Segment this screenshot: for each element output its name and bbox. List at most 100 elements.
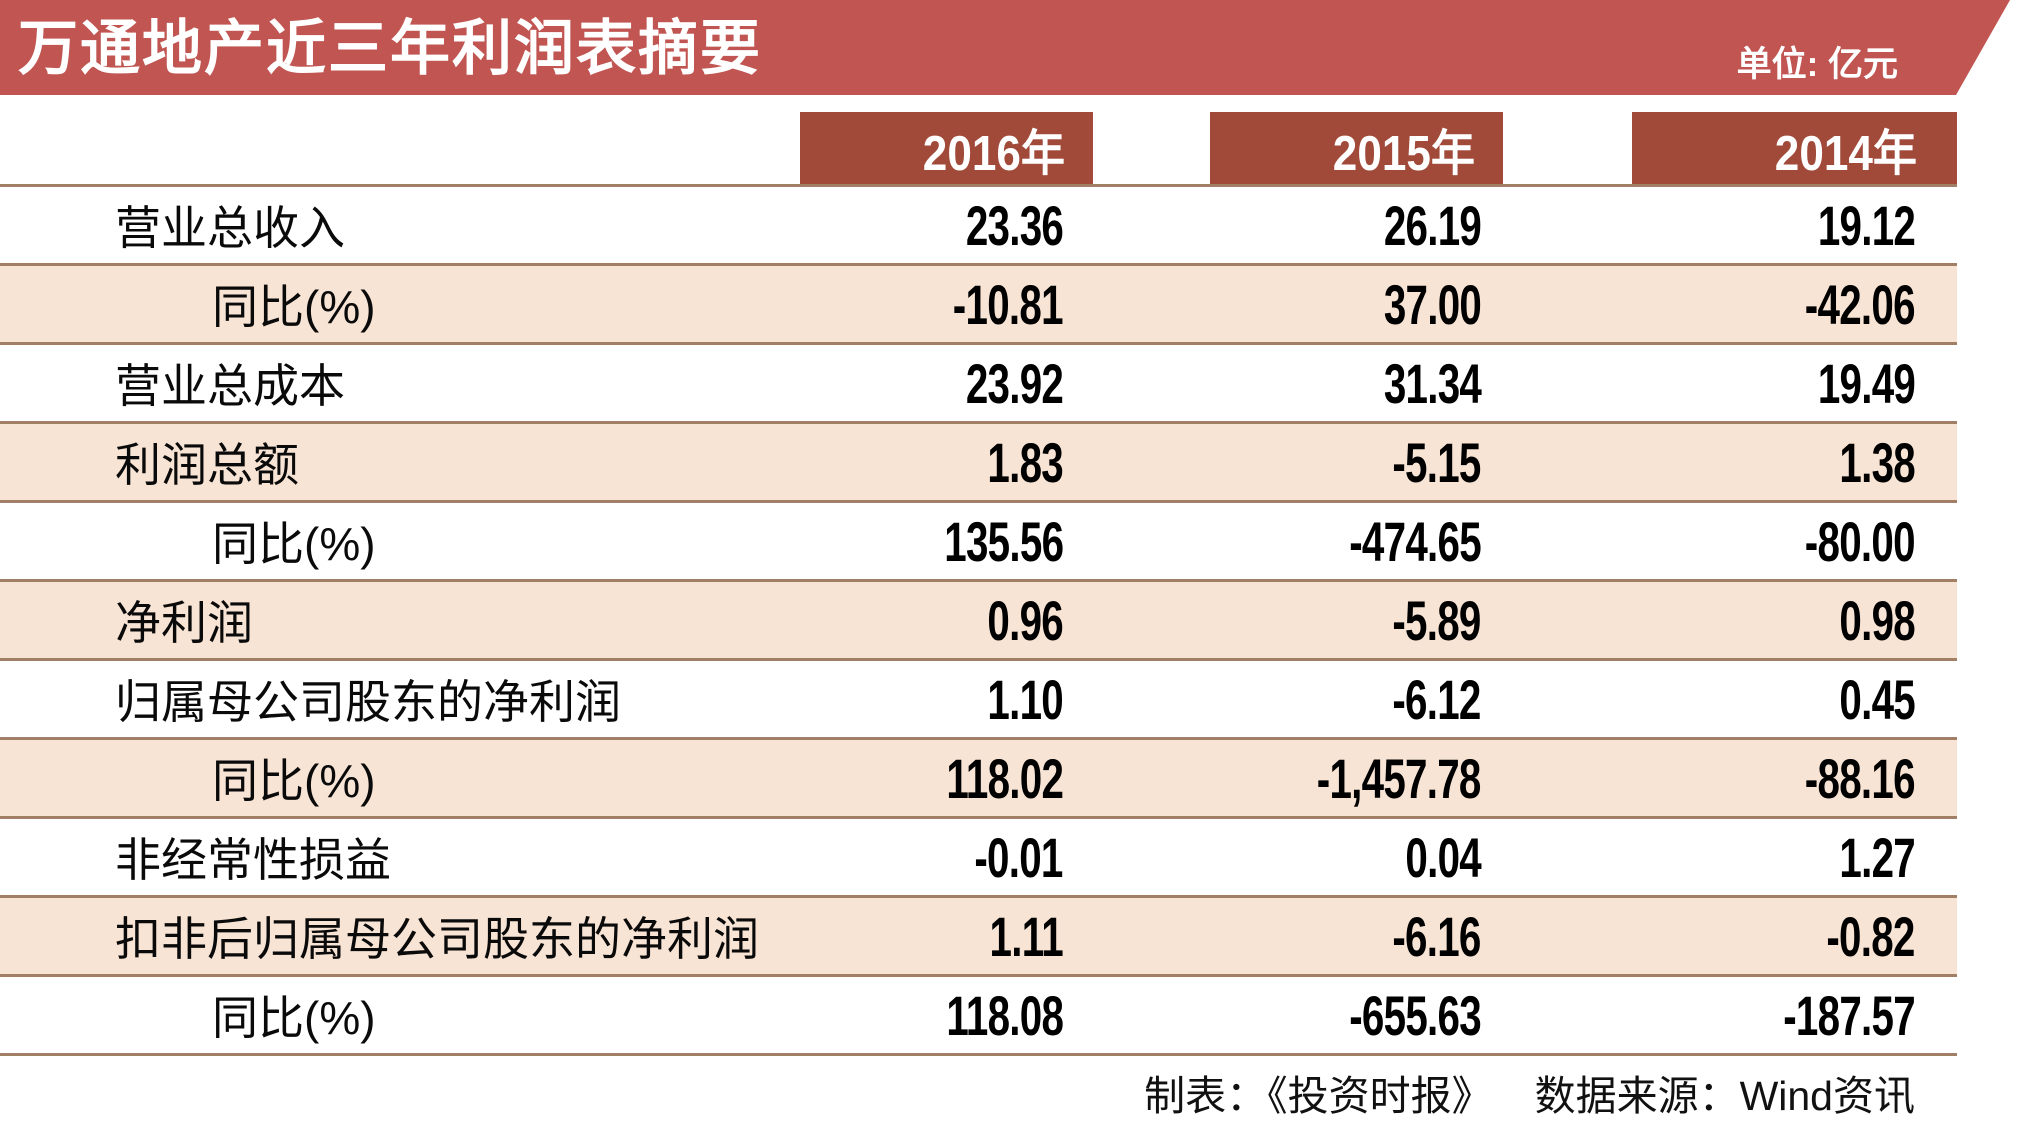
- value-cell: -1,457.78: [1093, 740, 1503, 816]
- cell-number: -6.12: [1392, 667, 1482, 731]
- value-cell: -655.63: [1093, 977, 1503, 1053]
- value-cell: 23.36: [800, 187, 1093, 263]
- cell-number: 23.92: [965, 351, 1064, 415]
- table-row: 同比(%) 118.08 -655.63 -187.57: [0, 974, 1957, 1053]
- row-label: 同比(%): [212, 755, 376, 807]
- cell-number: 1.27: [1839, 825, 1915, 889]
- table-row: 净利润 0.96 -5.89 0.98: [0, 579, 1957, 658]
- value-cell: 1.83: [800, 424, 1093, 500]
- value-cell: 0.04: [1093, 819, 1503, 895]
- value-cell: 0.96: [800, 582, 1093, 658]
- cell-number: 19.12: [1817, 193, 1916, 257]
- cell-number: -655.63: [1349, 983, 1481, 1047]
- value-cell: -6.16: [1093, 898, 1503, 974]
- value-cell: 118.08: [800, 977, 1093, 1053]
- title-banner: 万通地产近三年利润表摘要 单位: 亿元: [0, 0, 2010, 95]
- cell-number: -80.00: [1804, 509, 1916, 573]
- profit-table: 营业总收入 23.36 26.19 19.12 同比(%) -10.81 37.00 -42.…: [0, 184, 1957, 1056]
- cell-number: -88.16: [1804, 746, 1916, 810]
- footer: 制表：《投资时报》 数据来源：Wind资讯: [0, 1062, 1915, 1122]
- row-label: 同比(%): [212, 281, 376, 333]
- cell-number: 1.83: [987, 430, 1063, 494]
- value-cell: -10.81: [800, 266, 1093, 342]
- cell-number: 0.96: [987, 588, 1063, 652]
- cell-number: -474.65: [1349, 509, 1481, 573]
- page-title: 万通地产近三年利润表摘要: [18, 15, 762, 82]
- value-cell: 1.10: [800, 661, 1093, 737]
- cell-number: 0.98: [1839, 588, 1915, 652]
- value-cell: 19.49: [1503, 345, 1957, 421]
- year-header-label: 2016年: [922, 127, 1065, 181]
- year-header-spacer: [0, 112, 800, 187]
- footer-source: 数据来源：Wind资讯: [1534, 1073, 1915, 1119]
- value-cell: 26.19: [1093, 187, 1503, 263]
- year-header-label: 2015年: [1332, 127, 1475, 181]
- row-label: 利润总额: [115, 439, 299, 491]
- cell-number: -5.15: [1392, 430, 1482, 494]
- value-cell: -88.16: [1503, 740, 1957, 816]
- value-cell: -42.06: [1503, 266, 1957, 342]
- value-cell: 118.02: [800, 740, 1093, 816]
- table-row: 同比(%) 118.02 -1,457.78 -88.16: [0, 737, 1957, 816]
- value-cell: 37.00: [1093, 266, 1503, 342]
- value-cell: 1.11: [800, 898, 1093, 974]
- cell-number: -42.06: [1804, 272, 1916, 336]
- value-cell: -187.57: [1503, 977, 1957, 1053]
- row-label: 同比(%): [212, 992, 376, 1044]
- cell-number: 1.10: [987, 667, 1063, 731]
- value-cell: 19.12: [1503, 187, 1957, 263]
- value-cell: -0.01: [800, 819, 1093, 895]
- table-row: 同比(%) 135.56 -474.65 -80.00: [0, 500, 1957, 579]
- value-cell: 1.38: [1503, 424, 1957, 500]
- value-cell: -0.82: [1503, 898, 1957, 974]
- table-row: 同比(%) -10.81 37.00 -42.06: [0, 263, 1957, 342]
- table-row: 营业总收入 23.36 26.19 19.12: [0, 184, 1957, 263]
- value-cell: 0.98: [1503, 582, 1957, 658]
- cell-number: -0.82: [1826, 904, 1916, 968]
- year-header-row: 2016年 2015年 2014年: [0, 112, 1957, 187]
- value-cell: -6.12: [1093, 661, 1503, 737]
- row-label: 净利润: [115, 597, 253, 649]
- value-cell: -474.65: [1093, 503, 1503, 579]
- year-column-cell: 2015年: [1093, 112, 1503, 187]
- cell-number: -6.16: [1392, 904, 1482, 968]
- table-row: 利润总额 1.83 -5.15 1.38: [0, 421, 1957, 500]
- value-cell: -80.00: [1503, 503, 1957, 579]
- value-cell: -5.15: [1093, 424, 1503, 500]
- year-header-2015: 2015年: [1210, 112, 1503, 187]
- cell-number: 1.38: [1839, 430, 1915, 494]
- cell-number: -5.89: [1392, 588, 1482, 652]
- footer-credit: 制表：《投资时报》: [1144, 1073, 1493, 1119]
- cell-number: 118.02: [946, 746, 1064, 810]
- cell-number: -187.57: [1783, 983, 1915, 1047]
- row-label: 归属母公司股东的净利润: [115, 676, 621, 728]
- value-cell: 1.27: [1503, 819, 1957, 895]
- cell-number: 135.56: [943, 509, 1064, 573]
- cell-number: -1,457.78: [1317, 746, 1482, 810]
- cell-number: 23.36: [965, 193, 1064, 257]
- cell-number: -10.81: [952, 272, 1064, 336]
- value-cell: 31.34: [1093, 345, 1503, 421]
- year-header-2016: 2016年: [800, 112, 1093, 187]
- year-column-cell: 2014年: [1503, 112, 1957, 187]
- cell-number: 1.11: [989, 904, 1064, 968]
- table-row: 营业总成本 23.92 31.34 19.49: [0, 342, 1957, 421]
- cell-number: 26.19: [1383, 193, 1482, 257]
- cell-number: 118.08: [946, 983, 1064, 1047]
- value-cell: 0.45: [1503, 661, 1957, 737]
- cell-number: 19.49: [1817, 351, 1916, 415]
- table-row: 归属母公司股东的净利润 1.10 -6.12 0.45: [0, 658, 1957, 737]
- cell-number: 0.45: [1839, 667, 1915, 731]
- value-cell: 135.56: [800, 503, 1093, 579]
- unit-label: 单位: 亿元: [1736, 45, 1898, 84]
- year-column-cell: 2016年: [800, 112, 1093, 187]
- row-label: 非经常性损益: [115, 834, 391, 886]
- row-label: 营业总收入: [115, 202, 345, 254]
- table-row: 扣非后归属母公司股东的净利润 1.11 -6.16 -0.82: [0, 895, 1957, 974]
- cell-number: 0.04: [1405, 825, 1481, 889]
- cell-number: 37.00: [1383, 272, 1482, 336]
- row-label: 营业总成本: [115, 360, 345, 412]
- value-cell: -5.89: [1093, 582, 1503, 658]
- year-header-2014: 2014年: [1632, 112, 1957, 187]
